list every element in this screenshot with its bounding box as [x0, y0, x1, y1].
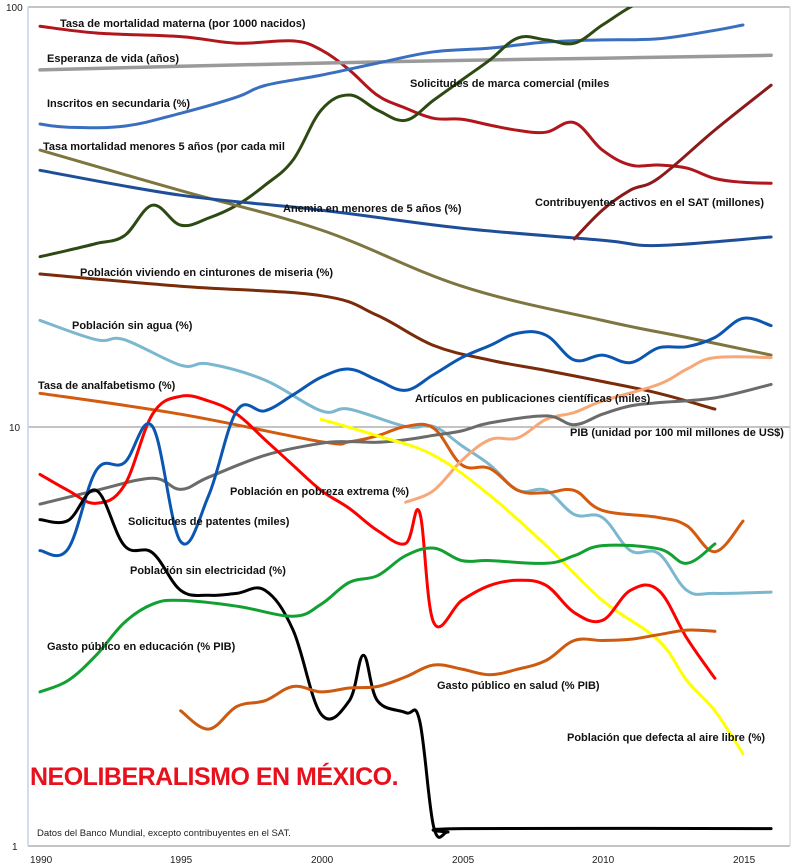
- series-label-anemia: Anemia en menores de 5 años (%): [283, 203, 462, 215]
- series-line-educacion: [38, 542, 717, 694]
- series-line-secundaria: [38, 23, 745, 130]
- footnote: Datos del Banco Mundial, excepto contrib…: [37, 828, 291, 839]
- series-label-analfabetismo: Tasa de analfabetismo (%): [38, 380, 176, 392]
- series-line-patentes: [38, 316, 773, 558]
- series-label-articulos: Artículos en publicaciones científicas (…: [415, 393, 651, 405]
- series-label-salud: Gasto público en salud (% PIB): [437, 680, 600, 692]
- y-tick-label: 100: [6, 3, 23, 14]
- series-label-menores5: Tasa mortalidad menores 5 años (por cada…: [43, 141, 285, 153]
- series-line-anemia: [38, 168, 773, 248]
- series-line-salud: [179, 628, 717, 731]
- series-line-pib: [38, 382, 773, 506]
- series-label-airelibre: Población que defecta al aire libre (%): [567, 732, 765, 744]
- series-line-pobreza: [38, 394, 717, 680]
- x-tick-label: 2015: [733, 855, 756, 866]
- series-line-materna: [38, 24, 773, 185]
- series-line-analfabetismo: [38, 391, 745, 554]
- series-label-electricidad: Población sin electricidad (%): [130, 565, 286, 577]
- series-line-agua: [38, 318, 773, 596]
- x-tick-label: 1995: [170, 855, 193, 866]
- series-label-patentes: Solicitudes de patentes (miles): [128, 516, 290, 528]
- y-tick-label: 1: [12, 842, 18, 853]
- series-label-materna: Tasa de mortalidad materna (por 1000 nac…: [60, 18, 306, 30]
- series-line-articulos: [404, 355, 773, 504]
- series-label-contribuyentes: Contribuyentes activos en el SAT (millon…: [535, 197, 764, 209]
- series-line-miseria: [38, 272, 717, 411]
- x-tick-label: 1990: [30, 855, 53, 866]
- series-line-airelibre: [319, 417, 745, 756]
- x-tick-label: 2000: [311, 855, 334, 866]
- series-label-pobreza: Población en pobreza extrema (%): [230, 486, 409, 498]
- series-label-educacion: Gasto público en educación (% PIB): [47, 641, 236, 653]
- series-label-pib: PIB (unidad por 100 mil millones de US$): [570, 427, 784, 439]
- series-line-electricidad: [38, 488, 773, 839]
- series-line-esperanza: [38, 53, 773, 72]
- series-label-marcas: Solicitudes de marca comercial (miles: [410, 78, 609, 90]
- series-line-contribuyentes: [572, 83, 773, 241]
- x-tick-label: 2010: [592, 855, 615, 866]
- series-label-secundaria: Inscritos en secundaria (%): [47, 98, 190, 110]
- y-tick-label: 10: [9, 423, 21, 434]
- series-line-menores5: [38, 148, 773, 357]
- series-label-miseria: Población viviendo en cinturones de mise…: [80, 267, 333, 279]
- series-line-marcas: [38, 7, 634, 259]
- x-tick-label: 2005: [452, 855, 475, 866]
- chart-title: NEOLIBERALISMO EN MÉXICO.: [30, 762, 398, 791]
- series-label-esperanza: Esperanza de vida (años): [47, 53, 179, 65]
- series-label-agua: Población sin agua (%): [72, 320, 193, 332]
